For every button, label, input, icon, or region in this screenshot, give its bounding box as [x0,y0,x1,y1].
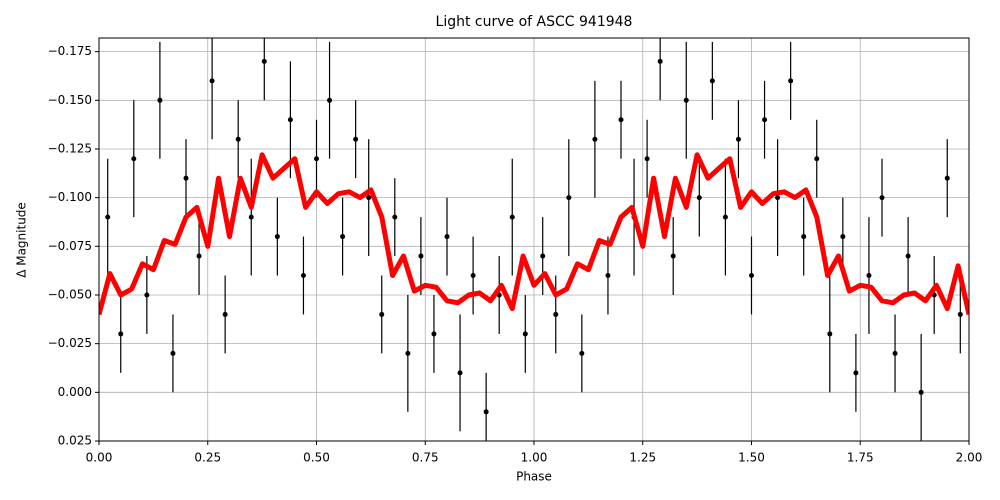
data-point [892,350,898,356]
data-point [379,311,385,317]
data-point [470,273,476,279]
data-point [196,253,202,259]
data-point [866,273,872,279]
y-axis-label: Δ Magnitude [15,202,29,278]
data-point [144,292,150,298]
data-point [683,97,689,103]
x-tick-label: 0.75 [412,451,439,465]
data-point [300,273,306,279]
data-point [657,58,663,64]
data-point [709,78,715,84]
data-point [618,117,624,123]
x-tick-label: 1.50 [738,451,765,465]
data-point [392,214,398,220]
data-point [131,156,137,162]
data-point [431,331,437,337]
data-point [579,350,585,356]
data-point [918,389,924,395]
plot-frame [98,37,970,442]
data-point [592,136,598,142]
data-point [222,311,228,317]
data-point [105,214,111,220]
data-point [261,58,267,64]
y-tick-label: 0.000 [58,385,92,399]
x-tick-label: 0.25 [194,451,221,465]
data-point [722,214,728,220]
y-tick-label: 0.025 [58,434,92,448]
x-tick-label: 0.00 [86,451,113,465]
data-point [366,195,372,201]
data-point [879,195,885,201]
data-point [944,175,950,181]
data-point [483,409,489,415]
data-point [775,195,781,201]
data-point [405,350,411,356]
data-point [801,234,807,240]
x-tick-label: 1.25 [629,451,656,465]
y-tick-label: −0.175 [48,44,92,58]
data-point [840,234,846,240]
data-point [444,234,450,240]
data-point [605,273,611,279]
data-point [522,331,528,337]
data-point [827,331,833,337]
data-point [274,234,280,240]
y-tick-label: −0.075 [48,239,92,253]
data-point [566,195,572,201]
data-point [118,331,124,337]
y-tick-label: −0.025 [48,336,92,350]
data-point [157,97,163,103]
data-point [209,78,215,84]
data-point [170,350,176,356]
x-tick-label: 1.75 [847,451,874,465]
data-point [905,253,911,259]
data-point [540,253,546,259]
y-tick-label: −0.100 [48,190,92,204]
data-point [287,117,293,123]
x-tick-label: 1.00 [521,451,548,465]
data-point [762,117,768,123]
data-point [735,136,741,142]
data-point [418,253,424,259]
x-axis-label: Phase [516,470,552,484]
data-point [853,370,859,376]
y-tick-label: −0.150 [48,93,92,107]
data-point [553,311,559,317]
x-tick-label: 0.50 [303,451,330,465]
data-point [235,136,241,142]
x-tick-label: 2.00 [956,451,983,465]
data-point [670,253,676,259]
data-point [749,273,754,279]
data-point [314,156,319,162]
data-point [644,156,650,162]
data-point [457,370,463,376]
y-tick-label: −0.050 [48,287,92,301]
data-point [183,175,189,181]
y-tick-label: −0.125 [48,141,92,155]
data-point [814,156,820,162]
data-point [340,234,346,240]
data-point [509,214,515,220]
data-point [957,311,963,317]
data-point [327,97,333,103]
data-point [788,78,794,84]
data-point [248,214,254,220]
data-point [696,195,702,201]
model-line [99,152,969,316]
chart-title: Light curve of ASCC 941948 [436,14,633,30]
data-point [353,136,359,142]
